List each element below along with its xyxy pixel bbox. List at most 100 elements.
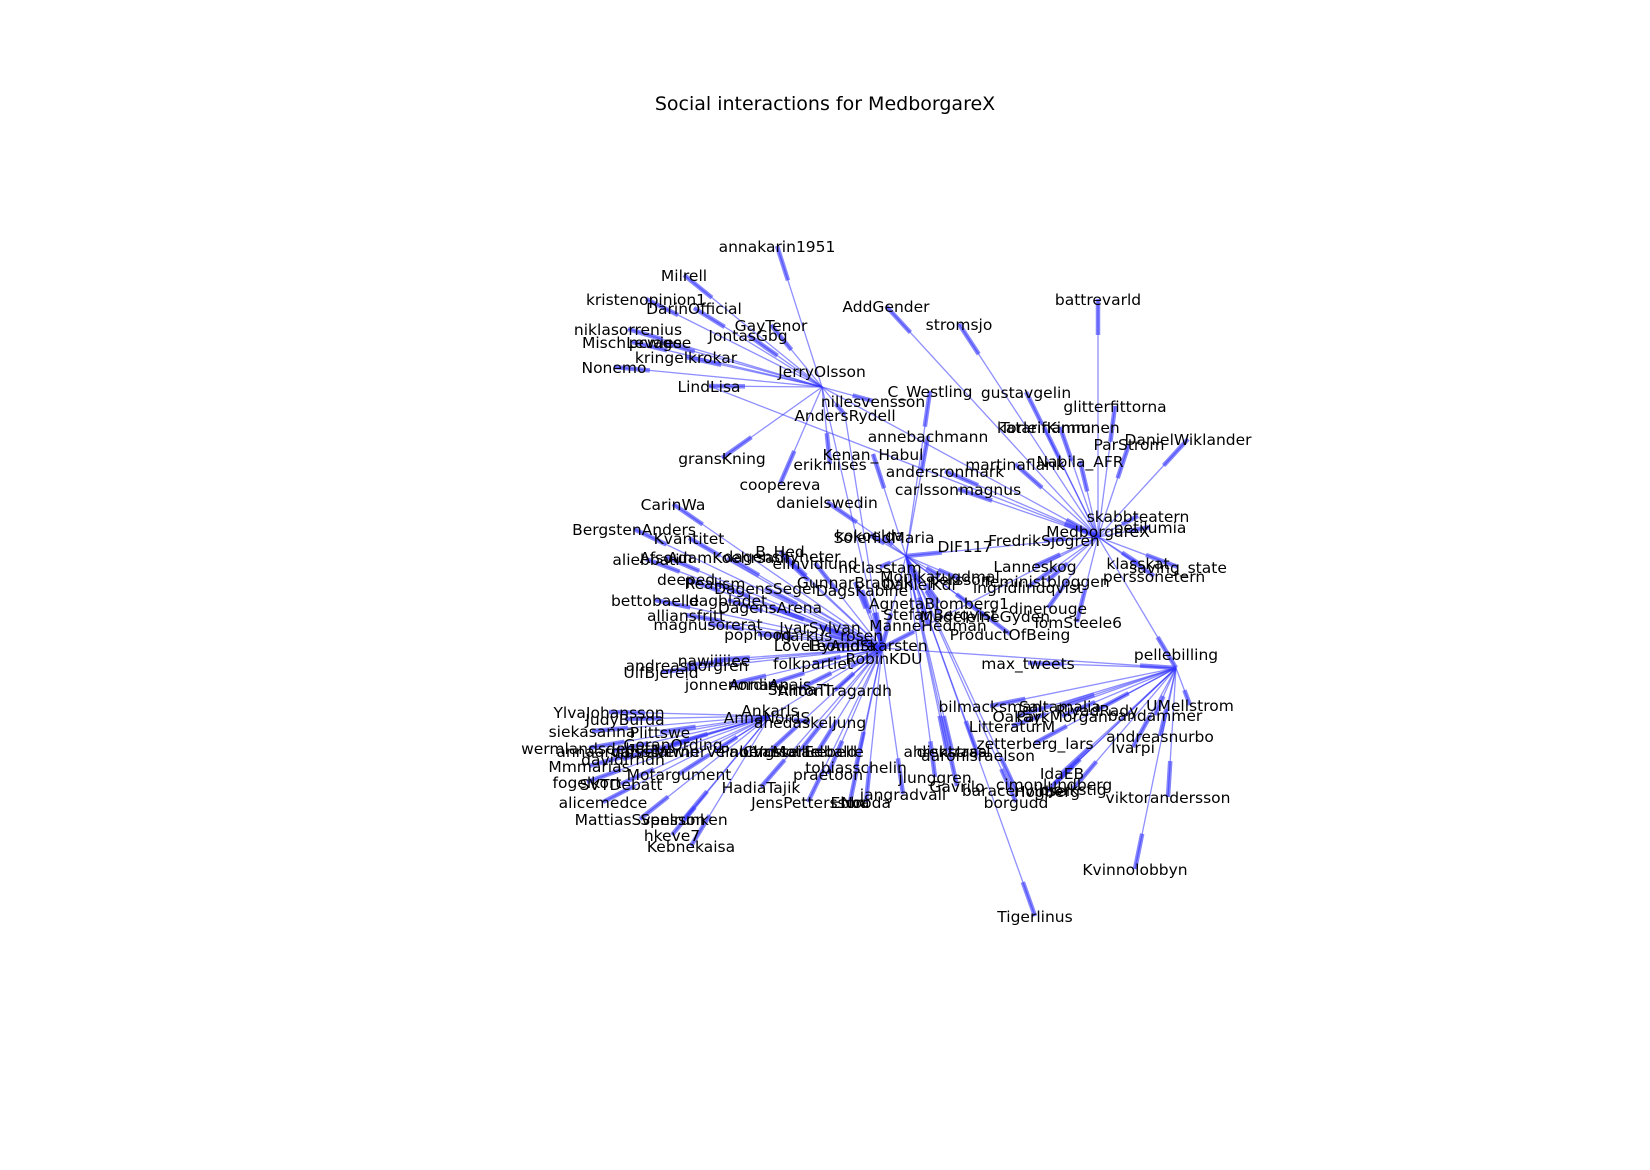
edge-arrow — [825, 740, 845, 775]
node-label-svtdebatt: SVTDebatt — [580, 776, 663, 794]
edge-arrow — [874, 612, 885, 649]
node-label-andreasnurbo: andreasnurbo — [1106, 728, 1214, 746]
edge-arrow — [879, 612, 894, 649]
node-label-jonnenordin: jonnenordin — [684, 676, 777, 694]
node-label-monikatugdmal: Monikatugdmal — [880, 568, 1000, 586]
edge-arrow — [863, 765, 872, 803]
edge-arrow — [1139, 663, 1177, 671]
node-label-danielwiklander: DanielWiklander — [1124, 431, 1252, 449]
edge-arrow — [957, 322, 981, 356]
edge-arrow — [685, 576, 721, 594]
edge-arrow — [1108, 405, 1118, 442]
node-label-jerryolsson: JerryOlsson — [777, 363, 866, 381]
edge-arrow — [1120, 514, 1140, 527]
edge-arrow — [793, 717, 811, 725]
edge-arrow — [660, 665, 698, 675]
node-label-gaytenor: GayTenor — [735, 317, 808, 335]
edge-arrow — [780, 554, 811, 583]
edge-arrow — [979, 610, 1012, 636]
node-label-mischlevage: MischLevage — [582, 334, 682, 352]
node-label-goranording: GoranOrding — [623, 736, 722, 754]
edge-arrow — [759, 758, 787, 789]
node-label-markus-rosen: markus_rosen — [775, 627, 883, 646]
edge-arrow — [713, 655, 751, 663]
edge-arrow — [727, 597, 764, 613]
edge-arrow — [591, 725, 629, 734]
edge-arrow — [1045, 561, 1069, 583]
node-label-petilumia: petilumia — [1114, 519, 1187, 537]
edge-arrow — [1115, 443, 1132, 479]
node-label-tigerlinus: Tigerlinus — [996, 908, 1072, 926]
edge-arrow — [924, 589, 942, 616]
edge — [905, 555, 936, 778]
edge-arrow — [1132, 833, 1145, 870]
node-label-torleifkinnunen: TorleifKinnunen — [999, 419, 1119, 437]
edge-arrow — [1034, 552, 1062, 569]
node-label-dagensnyheter: dagensnyheter — [724, 548, 842, 566]
node-label-lindlisa: LindLisa — [677, 378, 740, 396]
node-label-ylvajohansson: YlvaJohansson — [552, 704, 664, 722]
edge-arrow — [917, 596, 931, 626]
node-label-niklasorrenius: niklasorrenius — [574, 321, 682, 339]
node-label-parkmorgan: ParkMorgan — [1016, 708, 1108, 726]
edge-arrow — [622, 746, 659, 762]
edge-arrow — [870, 453, 887, 489]
edge-arrow — [627, 326, 664, 342]
node-label-skabbteatern: skabbteatern — [1087, 508, 1190, 526]
edge-arrow — [1131, 714, 1153, 749]
edge-arrow — [852, 393, 874, 404]
edge-arrow — [757, 631, 795, 641]
edge-arrow — [687, 536, 722, 558]
node-label-gustavgelin: gustavgelin — [981, 384, 1071, 402]
node-label-pellebilling: pellebilling — [1134, 646, 1218, 664]
edge — [633, 528, 883, 649]
node-label-persson: persson — [929, 571, 990, 589]
node-label-dagskabine: DagsKabine — [816, 582, 908, 600]
edge-arrow — [1043, 536, 1066, 543]
node-label-kvinnolobbyn: Kvinnolobbyn — [1082, 861, 1187, 879]
edge-arrow — [828, 632, 851, 643]
node-label-solerlidmaria: SolerlidMaria — [833, 529, 934, 547]
node-labels-layer: annakarin1951 Milrell kristenopinion1Darin… — [521, 238, 1252, 926]
edge-arrow — [707, 621, 744, 632]
edge-arrow — [659, 339, 696, 354]
edge-arrow — [654, 597, 691, 610]
node-label-kebnekaisa: Kebnekaisa — [647, 838, 735, 856]
node-label-andersrydell: AndersRydell — [794, 407, 895, 425]
node-label-afsoun: Afsoun — [640, 549, 693, 567]
edge-arrow — [805, 768, 826, 803]
node-label-nabila-afr: Nabila_AFR — [1036, 453, 1123, 472]
edge-arrow — [1013, 462, 1044, 490]
node-label-umellstrom: UMellstrom — [1146, 697, 1234, 715]
edge-arrow — [768, 724, 799, 753]
node-label-nillesvensson: nillesvensson — [821, 393, 925, 411]
node-label-stromsjo: stromsjo — [926, 316, 993, 334]
edge-arrow — [1045, 764, 1075, 793]
node-label-robinkdu: RobinKDU — [846, 650, 923, 668]
edge — [844, 414, 883, 649]
node-label-jangradvall: jangradvall — [859, 786, 946, 804]
edge-arrow — [1011, 711, 1047, 729]
edge-arrow — [686, 659, 724, 668]
edge-arrow — [763, 585, 799, 607]
edge — [881, 647, 1177, 669]
node-label-glitterfittorna: glitterfittorna — [1063, 398, 1166, 416]
edge-arrow — [853, 731, 866, 768]
edge-arrow — [850, 646, 884, 669]
node-label-magnusorerat: magnusorerat — [653, 616, 762, 634]
edge-arrow — [1074, 587, 1088, 623]
edge-arrow — [692, 306, 726, 329]
node-label-fredriksjogren: FredrikSjogren — [988, 532, 1100, 550]
edge-arrow — [941, 715, 955, 752]
edge — [905, 555, 1017, 803]
node-label-ebba: Ebba — [831, 794, 870, 812]
node-label-realism: Realism — [685, 575, 746, 593]
edge-arrow — [868, 533, 886, 546]
node-label-litteraturm: LitteraturM — [969, 718, 1055, 736]
node-label-elinvidlund: elinvidlund — [772, 555, 857, 573]
node-label-viktorandersson: viktorandersson — [1106, 789, 1231, 807]
node-label-madeleinegyden: MadeleineGyden — [920, 608, 1050, 626]
node-label-andreasnorgren: andreasnorgren — [626, 657, 749, 675]
node-label-erikniises: erikniises — [793, 456, 866, 474]
node-label-ankarls: Ankarls — [741, 702, 798, 720]
